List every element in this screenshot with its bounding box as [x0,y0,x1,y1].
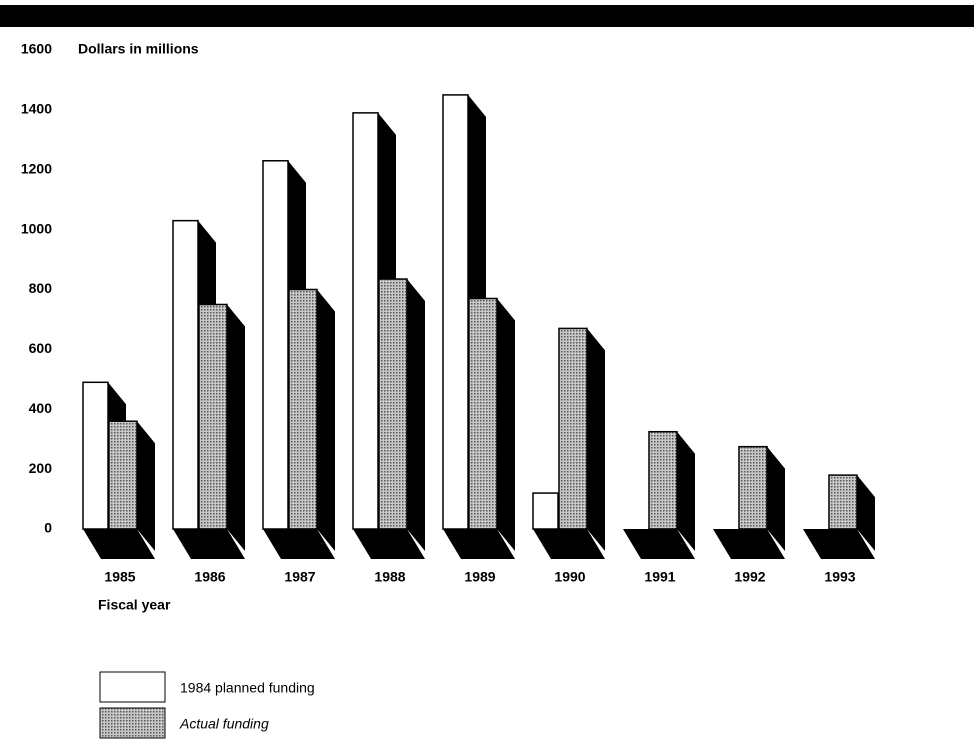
x-tick-label: 1989 [464,569,495,585]
x-tick-label: 1986 [194,569,225,585]
legend-label: 1984 planned funding [180,680,315,696]
legend-swatch [99,671,166,703]
bar-side [137,421,155,551]
bar [378,278,408,530]
floor-shadow [533,529,605,559]
bar [738,445,768,530]
bar-side [497,298,515,551]
bar [262,160,289,530]
y-tick-label: 1000 [21,220,52,236]
x-tick-label: 1991 [644,569,675,585]
x-tick-label: 1985 [104,569,135,585]
floor-shadow [263,529,335,559]
bar-side [677,431,695,551]
bar [172,219,199,530]
bar [442,94,469,530]
floor-shadow [713,529,785,559]
x-tick-label: 1988 [374,569,405,585]
y-axis-label: Dollars in millions [78,41,199,57]
x-tick-label: 1993 [824,569,855,585]
bar [288,288,318,530]
bar-side [317,289,335,551]
header-band [0,5,974,27]
floor-shadow [83,529,155,559]
bar [532,492,559,530]
y-tick-label: 400 [29,400,53,416]
bar [198,303,228,530]
x-tick-label: 1992 [734,569,765,585]
bar [828,474,858,530]
legend: 1984 planned funding Actual funding [99,671,315,739]
bar [82,381,109,530]
legend-swatch [99,707,166,739]
y-tick-label: 600 [29,340,53,356]
bar-side [767,446,785,551]
legend-label: Actual funding [179,716,269,732]
y-tick-label: 800 [29,280,53,296]
x-tick-label: 1987 [284,569,315,585]
bar [648,430,678,530]
floor-shadow [173,529,245,559]
y-tick-label: 1600 [21,41,52,57]
bar [352,112,379,530]
y-tick-label: 0 [44,520,52,536]
bar-side [407,279,425,551]
floor-shadow [353,529,425,559]
floor-shadow [443,529,515,559]
bar [108,420,138,530]
bar-side [857,475,875,551]
floor-shadow [623,529,695,559]
y-tick-label: 200 [29,460,53,476]
bar [558,327,588,530]
x-tick-label: 1990 [554,569,585,585]
x-axis-label: Fiscal year [98,597,171,613]
y-tick-label: 1200 [21,160,52,176]
bar-side [587,328,605,551]
floor-shadow [803,529,875,559]
y-tick-label: 1400 [21,101,52,117]
bar [468,297,498,530]
bar-side [227,304,245,551]
